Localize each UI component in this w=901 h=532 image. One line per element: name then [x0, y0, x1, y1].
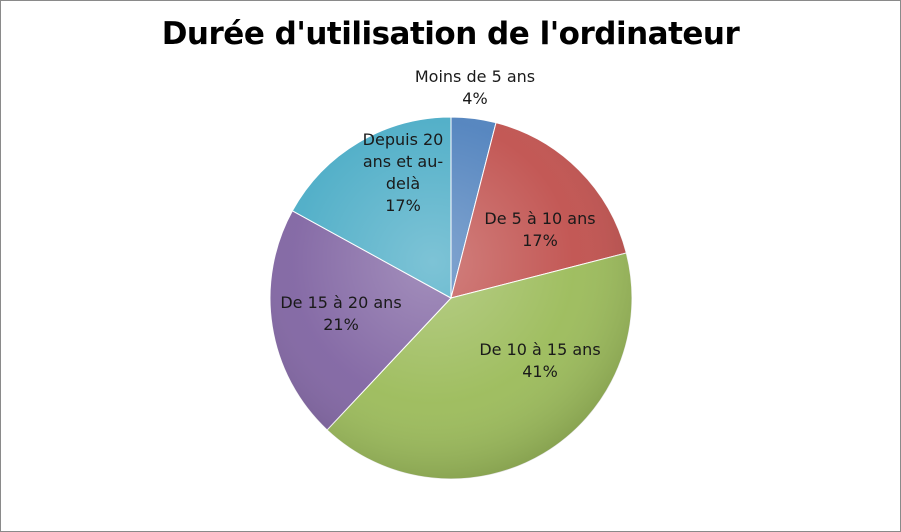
pie-shading [270, 117, 632, 479]
chart-title: Durée d'utilisation de l'ordinateur [161, 16, 740, 52]
slice-data-label: Depuis 20 ans et au-delà 17% [363, 130, 444, 215]
slice-data-label: De 15 à 20 ans 21% [280, 293, 401, 334]
slice-data-label: De 10 à 15 ans 41% [479, 340, 600, 381]
slice-data-label: De 5 à 10 ans 17% [484, 209, 595, 250]
slice-data-label: Moins de 5 ans 4% [415, 67, 535, 108]
